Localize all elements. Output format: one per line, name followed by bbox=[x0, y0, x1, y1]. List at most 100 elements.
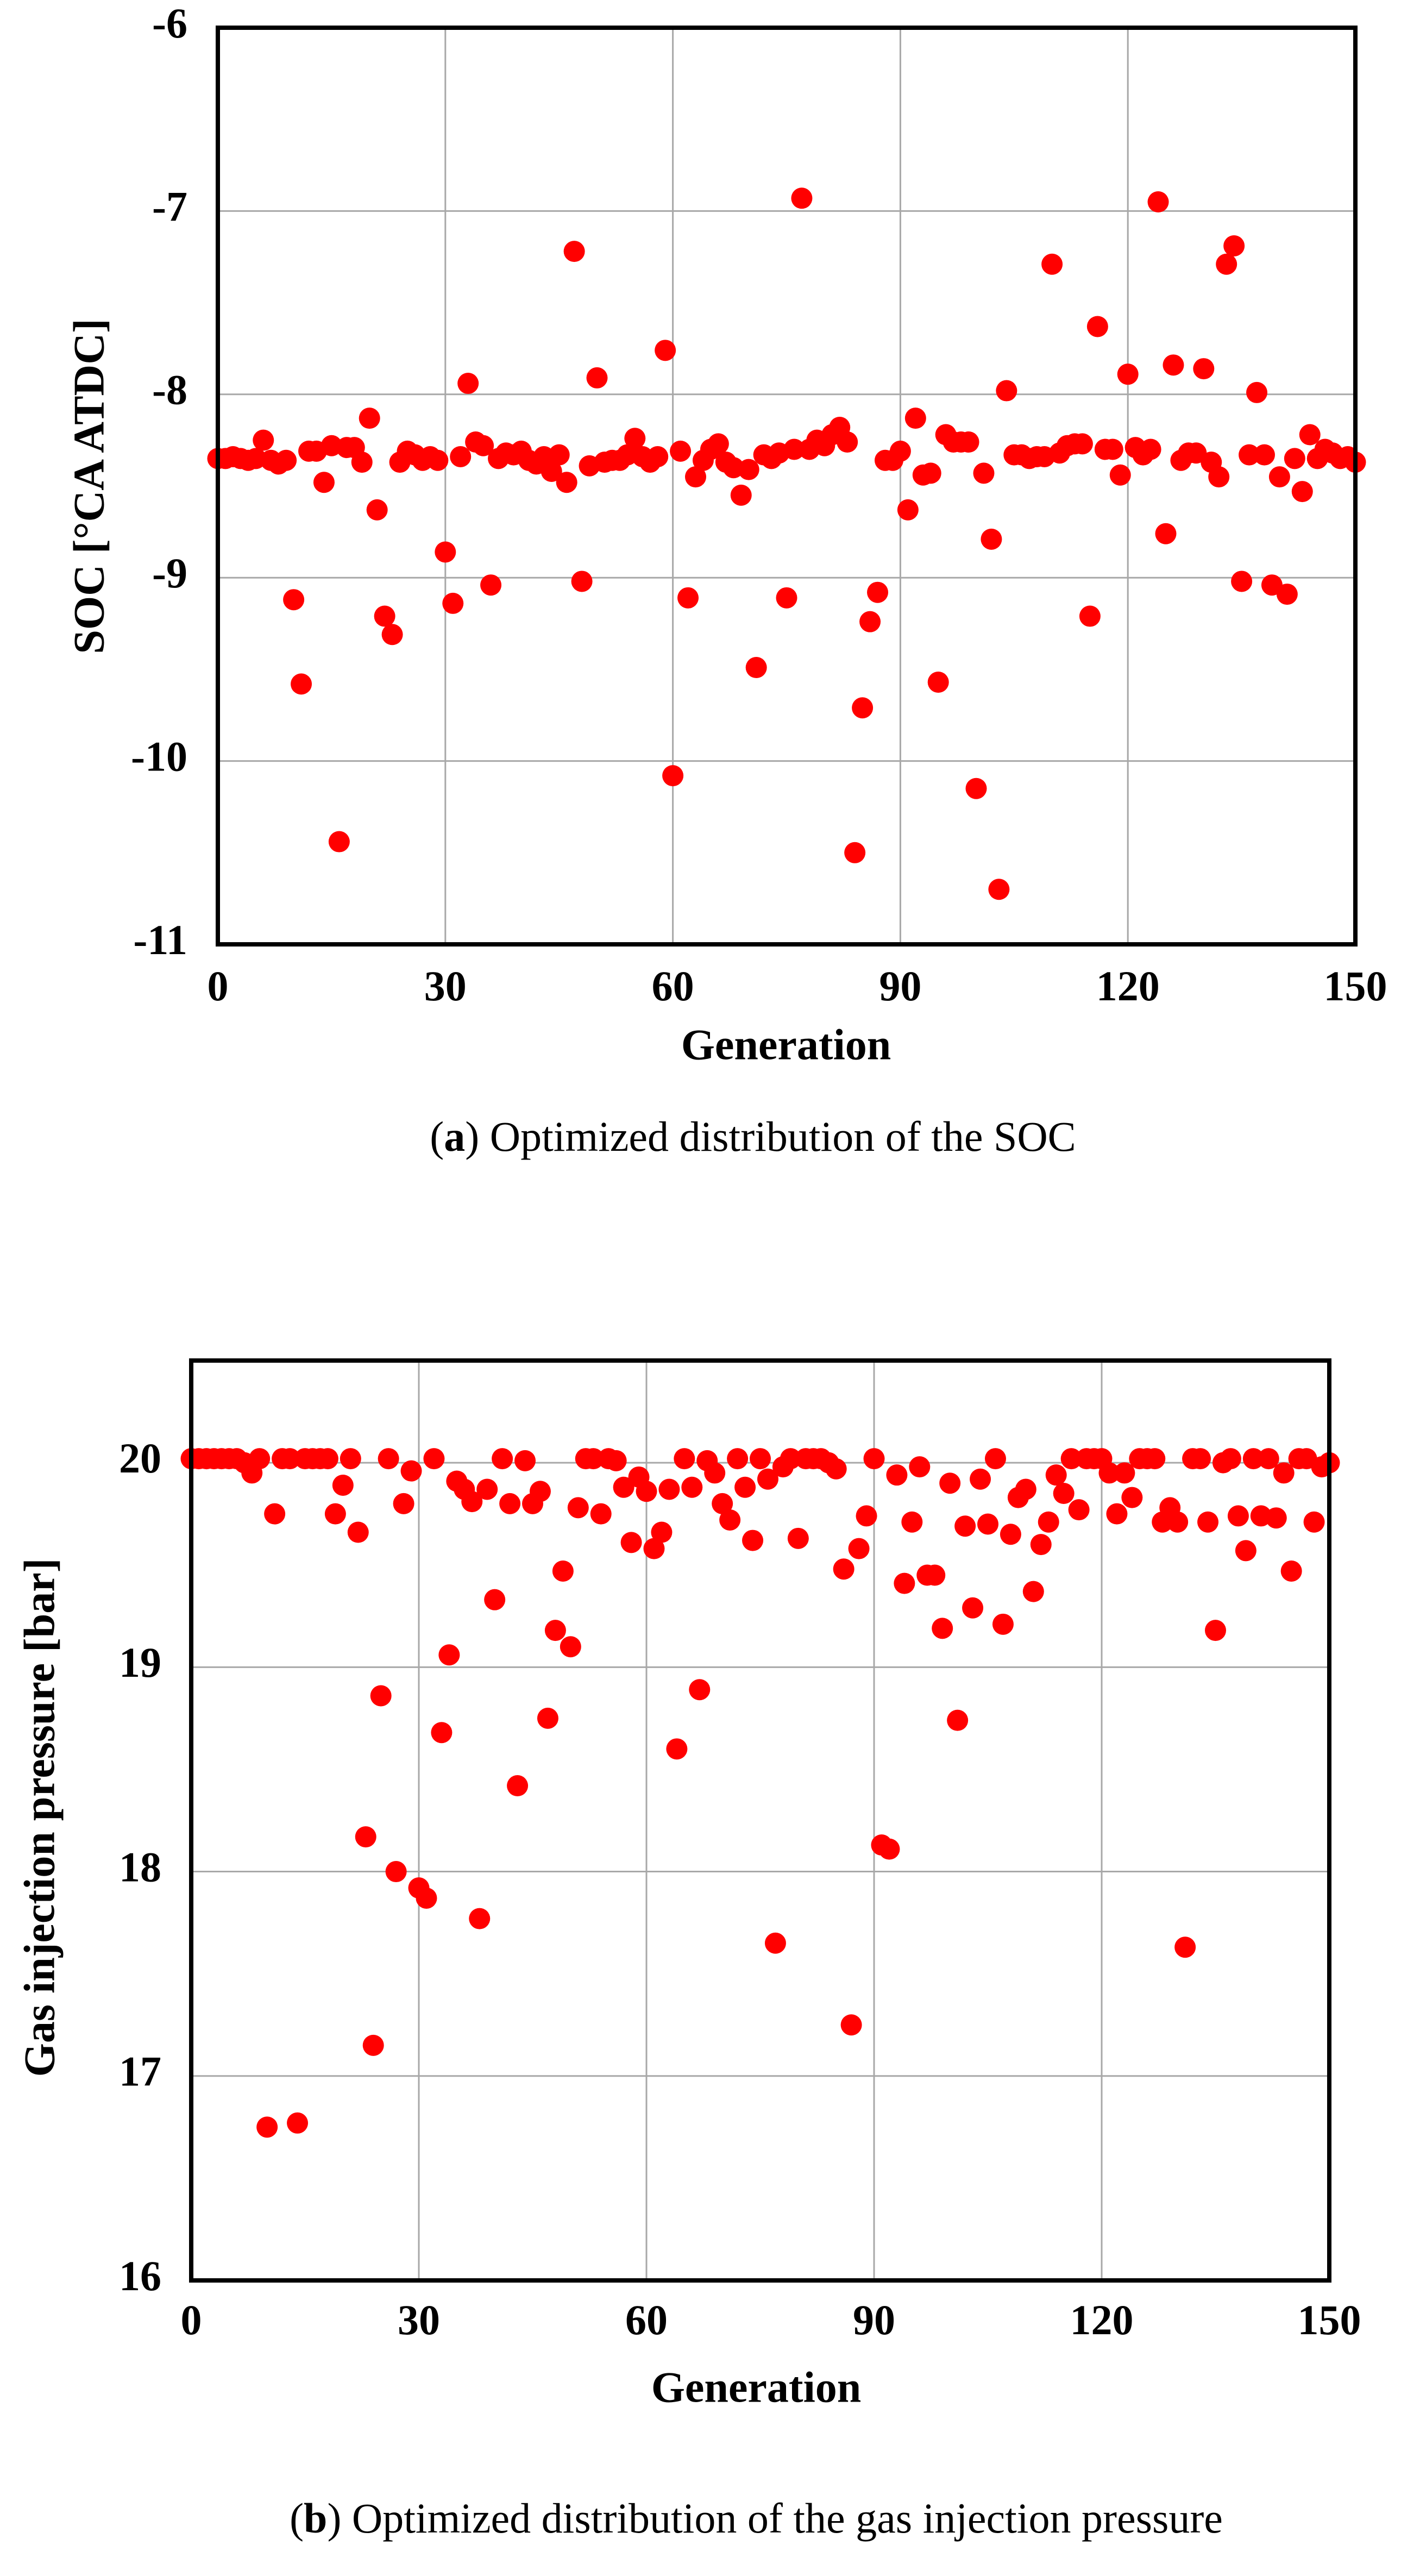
point bbox=[992, 1613, 1014, 1635]
point bbox=[878, 1838, 900, 1860]
point bbox=[674, 1448, 695, 1470]
point bbox=[1086, 316, 1108, 337]
y-tick-label: -8 bbox=[152, 366, 187, 413]
point bbox=[529, 1481, 551, 1502]
point bbox=[783, 438, 805, 460]
x-tick-label: 120 bbox=[1070, 2296, 1134, 2343]
point bbox=[340, 1448, 361, 1470]
point bbox=[378, 1448, 399, 1470]
point bbox=[1239, 444, 1260, 466]
point bbox=[920, 462, 941, 484]
point bbox=[469, 1908, 491, 1929]
point bbox=[1045, 1464, 1067, 1486]
point bbox=[1117, 363, 1139, 385]
point bbox=[492, 1448, 513, 1470]
point bbox=[1106, 1503, 1128, 1525]
point bbox=[571, 571, 593, 592]
point bbox=[563, 241, 585, 262]
point bbox=[374, 605, 395, 627]
point bbox=[670, 440, 692, 462]
point bbox=[897, 499, 919, 521]
point bbox=[1261, 574, 1283, 596]
point bbox=[279, 1448, 301, 1470]
point bbox=[1102, 438, 1123, 460]
point bbox=[1227, 1505, 1249, 1527]
point bbox=[1205, 1620, 1226, 1641]
y-tick-label: -11 bbox=[133, 916, 187, 963]
point bbox=[856, 1505, 877, 1527]
point bbox=[1167, 1511, 1189, 1533]
x-tick-label: 120 bbox=[1096, 962, 1160, 1010]
x-axis-label: Generation bbox=[681, 1021, 891, 1069]
point bbox=[1276, 584, 1298, 605]
point bbox=[1208, 466, 1230, 488]
caption: (b) Optimized distribution of the gas in… bbox=[290, 2494, 1223, 2542]
point bbox=[1163, 354, 1184, 376]
x-tick-label: 90 bbox=[879, 962, 921, 1010]
point bbox=[275, 449, 297, 471]
point bbox=[757, 1468, 778, 1490]
point bbox=[734, 1476, 756, 1498]
point bbox=[684, 466, 706, 488]
point bbox=[1265, 1507, 1287, 1529]
point bbox=[620, 1532, 642, 1553]
point bbox=[742, 1530, 764, 1551]
point bbox=[473, 435, 494, 456]
x-tick-label: 60 bbox=[625, 2296, 668, 2343]
point bbox=[954, 1515, 976, 1537]
point bbox=[507, 1775, 529, 1797]
y-axis-label: SOC [°CA ATDC] bbox=[65, 318, 113, 654]
point bbox=[1000, 1524, 1021, 1545]
point bbox=[1071, 433, 1093, 455]
y-tick-label: -10 bbox=[131, 733, 187, 780]
point bbox=[480, 574, 502, 596]
point bbox=[328, 831, 350, 853]
point bbox=[499, 1493, 521, 1514]
point bbox=[1114, 1462, 1135, 1484]
point bbox=[541, 461, 562, 482]
point bbox=[381, 624, 403, 645]
point bbox=[745, 657, 767, 679]
point bbox=[947, 1709, 969, 1731]
point bbox=[1268, 466, 1290, 488]
point bbox=[1060, 1448, 1082, 1470]
point bbox=[1068, 1499, 1090, 1521]
x-axis-label: Generation bbox=[651, 2364, 862, 2411]
point bbox=[727, 1448, 749, 1470]
point bbox=[1197, 1511, 1219, 1533]
point bbox=[689, 1679, 711, 1701]
y-tick-label: -9 bbox=[152, 549, 187, 597]
point bbox=[658, 1478, 680, 1500]
point bbox=[1155, 523, 1177, 544]
point bbox=[1041, 253, 1063, 275]
point bbox=[932, 1618, 953, 1639]
point bbox=[249, 1448, 271, 1470]
point bbox=[837, 431, 858, 453]
point bbox=[1299, 424, 1321, 446]
point bbox=[1038, 1511, 1059, 1533]
x-tick-label: 30 bbox=[424, 962, 467, 1010]
point bbox=[427, 449, 449, 471]
point bbox=[780, 1448, 801, 1470]
point bbox=[894, 1572, 915, 1594]
point bbox=[984, 1448, 1006, 1470]
plot-area bbox=[191, 1361, 1329, 2280]
point bbox=[1190, 1448, 1211, 1470]
point bbox=[560, 1636, 581, 1658]
caption: (a) Optimized distribution of the SOC bbox=[430, 1113, 1076, 1160]
point bbox=[370, 1685, 392, 1707]
point bbox=[1273, 1462, 1295, 1484]
point bbox=[852, 697, 874, 719]
point bbox=[484, 1589, 506, 1610]
point bbox=[1015, 1478, 1036, 1500]
point bbox=[1258, 1448, 1279, 1470]
point bbox=[977, 1513, 998, 1535]
point bbox=[317, 1448, 338, 1470]
y-tick-label: -6 bbox=[152, 0, 187, 47]
point bbox=[981, 528, 1002, 550]
point bbox=[385, 1861, 407, 1883]
point bbox=[651, 1521, 673, 1543]
point bbox=[253, 429, 274, 451]
point bbox=[962, 1597, 984, 1619]
